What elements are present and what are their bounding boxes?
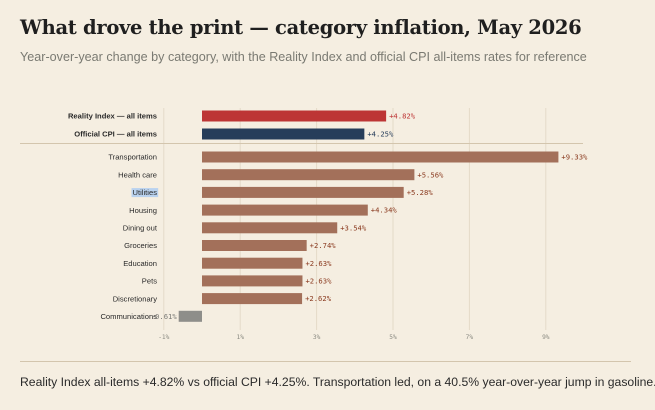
value-label: +2.63% xyxy=(305,259,332,268)
bars: Reality Index — all items +4.82% Official … xyxy=(68,110,588,322)
value-label: +4.25% xyxy=(367,130,394,139)
reference-bar xyxy=(202,110,387,122)
category-label: Communications xyxy=(100,312,157,321)
footer-note: Reality Index all-items +4.82% vs offici… xyxy=(20,375,655,389)
category-bar xyxy=(202,169,415,181)
category-bar xyxy=(202,240,307,251)
category-label: Housing xyxy=(129,206,157,215)
value-label: +5.28% xyxy=(407,188,434,197)
category-label: Health care xyxy=(118,170,157,179)
category-inflation-chart: Reality Index — all items +4.82% Official … xyxy=(20,108,588,341)
value-label: +2.74% xyxy=(310,241,337,250)
category-label: Groceries xyxy=(124,241,157,250)
category-bar xyxy=(202,275,303,287)
footer-divider xyxy=(20,361,631,362)
value-label: -0.61% xyxy=(151,312,178,321)
value-label: +9.33% xyxy=(561,153,588,162)
category-bar xyxy=(202,186,404,198)
x-tick-label: 3% xyxy=(313,334,321,341)
category-bar xyxy=(202,204,368,216)
x-tick-label: -1% xyxy=(158,334,169,341)
value-label: +4.82% xyxy=(389,112,416,121)
x-axis-ticks: -1% 1% 3% 5% 7% 9% xyxy=(158,334,550,341)
category-bar xyxy=(202,257,303,269)
label-highlight xyxy=(131,188,159,198)
x-tick-label: 5% xyxy=(389,334,397,341)
value-label: +2.62% xyxy=(305,294,332,303)
category-label: Transportation xyxy=(108,153,157,162)
value-label: +4.34% xyxy=(371,206,398,215)
category-label: Pets xyxy=(142,277,157,286)
category-label: Education xyxy=(123,259,157,268)
category-bar xyxy=(202,151,559,163)
page-subtitle: Year-over-year change by category, with … xyxy=(20,50,587,64)
category-bar xyxy=(202,293,303,305)
x-tick-label: 1% xyxy=(236,334,244,341)
category-bar xyxy=(178,310,202,322)
reference-label: Reality Index — all items xyxy=(68,112,157,121)
gridlines xyxy=(163,108,547,330)
page-title: What drove the print — category inflatio… xyxy=(20,16,582,39)
x-tick-label: 7% xyxy=(466,334,474,341)
category-label: Utilities xyxy=(133,188,158,197)
x-tick-label: 9% xyxy=(542,334,550,341)
value-label: +2.63% xyxy=(305,277,332,286)
category-label: Dining out xyxy=(123,224,158,233)
value-label: +5.56% xyxy=(417,170,444,179)
reference-bar xyxy=(202,128,365,140)
category-label: Discretionary xyxy=(113,294,158,303)
reference-label: Official CPI — all items xyxy=(74,130,157,139)
value-label: +3.54% xyxy=(340,223,367,232)
category-bar xyxy=(202,222,338,234)
